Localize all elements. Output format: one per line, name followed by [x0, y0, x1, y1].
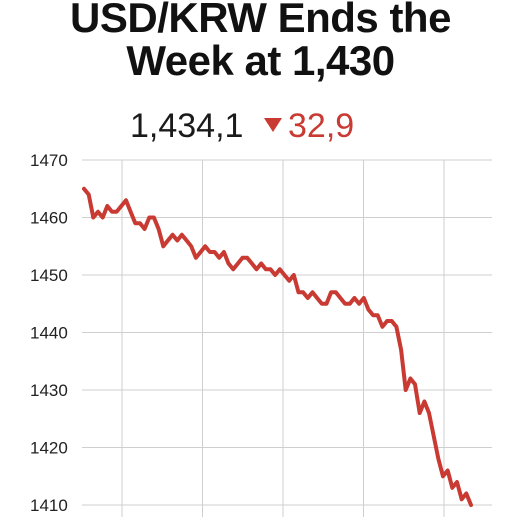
current-price: 1,434,1	[130, 107, 244, 145]
y-tick-label: 1470	[30, 151, 68, 170]
price-change: 32,9	[288, 107, 355, 145]
title-line-1: USD/KRW Ends the	[70, 0, 451, 41]
series-line	[82, 186, 473, 507]
y-tick-label: 1430	[30, 381, 68, 400]
quote-row: 1,434,1 32,9	[0, 106, 521, 146]
title-line-2: Week at 1,430	[126, 37, 395, 84]
y-tick-label: 1460	[30, 209, 68, 228]
y-tick-label: 1440	[30, 324, 68, 343]
down-arrow-icon	[264, 118, 282, 132]
y-tick-label: 1450	[30, 266, 68, 285]
y-tick-label: 1410	[30, 496, 68, 515]
y-tick-label: 1420	[30, 439, 68, 458]
chart-title: USD/KRW Ends the Week at 1,430	[0, 0, 521, 82]
